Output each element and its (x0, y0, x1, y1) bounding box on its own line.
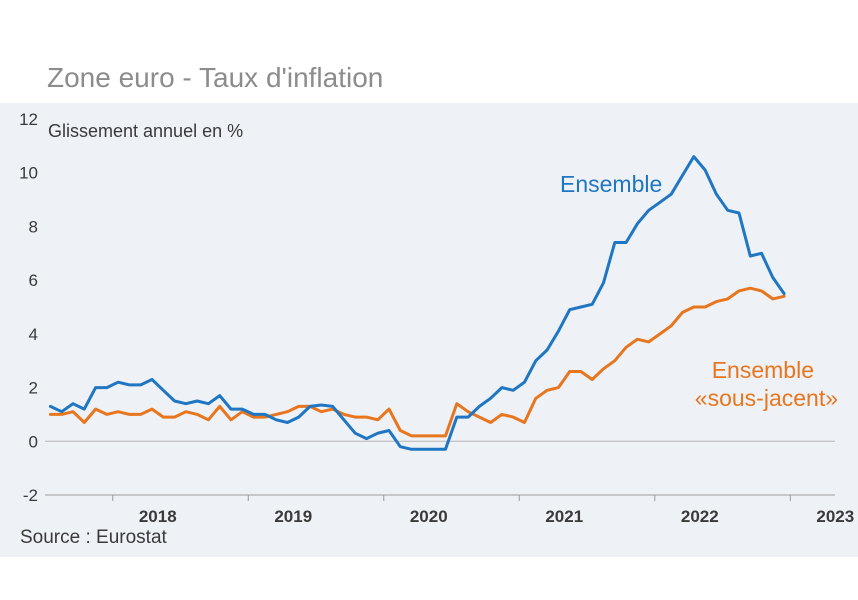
chart-title: Zone euro - Taux d'inflation (47, 62, 384, 93)
x-axis: 2018 2019 2020 2021 2022 2023 (45, 494, 854, 526)
y-axis-label: Glissement annuel en % (48, 121, 243, 141)
y-tick-label: 6 (29, 271, 38, 290)
series-line-sous-jacent (48, 286, 786, 438)
x-tick-label: 2021 (545, 507, 583, 526)
y-tick-label: 8 (29, 217, 38, 236)
y-tick-label: 10 (19, 164, 38, 183)
y-tick-label: -2 (23, 486, 38, 505)
source-note: Source : Eurostat (20, 527, 167, 548)
plot-background (0, 103, 858, 557)
series-line-ensemble (48, 155, 786, 451)
series-label-sous-jacent-line1: Ensemble (712, 357, 814, 383)
y-tick-label: 2 (29, 379, 38, 398)
series-label-sous-jacent-line2: «sous-jacent» (695, 385, 838, 411)
y-tick-label: 12 (19, 110, 38, 129)
x-tick-label: 2020 (410, 507, 448, 526)
series-label-ensemble: Ensemble (560, 171, 662, 197)
x-tick-label: 2018 (139, 507, 177, 526)
x-tick-label: 2019 (274, 507, 312, 526)
y-axis: -2 0 2 4 6 8 10 12 (19, 110, 835, 505)
y-tick-label: 0 (29, 432, 38, 451)
x-tick-label: 2023 (816, 507, 854, 526)
y-tick-label: 4 (29, 325, 38, 344)
x-tick-label: 2022 (681, 507, 719, 526)
series-group (48, 155, 786, 451)
